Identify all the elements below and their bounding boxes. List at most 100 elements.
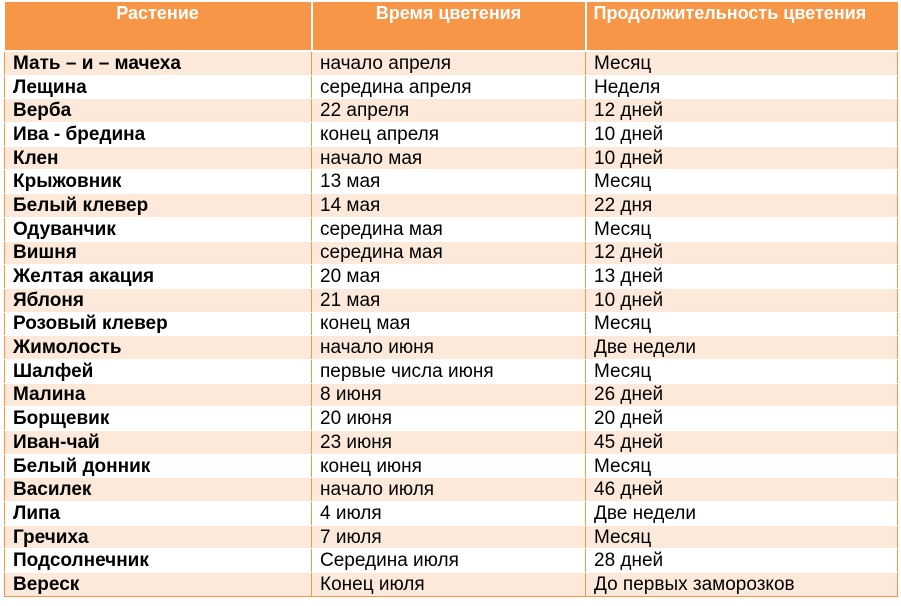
table-header: Растение Время цветения Продолжительност… <box>4 2 898 52</box>
cell-bloom-duration: Месяц <box>585 51 898 76</box>
table-row: Крыжовник 13 мая Месяц <box>4 169 898 195</box>
table-row: Малина 8 июня 26 дней <box>4 383 898 408</box>
cell-plant: Иван-чай <box>4 430 312 455</box>
cell-bloom-duration: Месяц <box>585 525 898 550</box>
table-row: Одуванчик середина мая Месяц <box>4 217 898 242</box>
table-row: Василек начало июля 46 дней <box>4 477 898 503</box>
cell-plant: Розовый клевер <box>4 312 312 337</box>
header-plant: Растение <box>4 2 313 52</box>
cell-plant: Белый донник <box>4 454 312 479</box>
table-row: Клен начало мая 10 дней <box>4 146 898 171</box>
cell-bloom-duration: Две недели <box>585 501 898 526</box>
cell-bloom-time: 21 мая <box>311 288 586 313</box>
cell-plant: Белый клевер <box>4 193 312 218</box>
cell-bloom-duration: 12 дней <box>585 98 898 124</box>
cell-bloom-time: 20 июня <box>311 406 586 431</box>
cell-plant: Шалфей <box>4 359 312 384</box>
cell-bloom-time: Конец июля <box>311 572 586 597</box>
table-row: Белый донник конец июня Месяц <box>4 454 898 479</box>
cell-bloom-duration: 12 дней <box>585 241 898 266</box>
cell-bloom-time: 7 июля <box>311 525 586 550</box>
cell-plant: Крыжовник <box>4 169 312 195</box>
cell-plant: Мать – и – мачеха <box>4 51 312 76</box>
table-row: Желтая акация 20 мая 13 дней <box>4 264 898 289</box>
cell-bloom-duration: Месяц <box>585 454 898 479</box>
header-row: Растение Время цветения Продолжительност… <box>4 2 898 52</box>
cell-bloom-duration: Месяц <box>585 312 898 337</box>
cell-bloom-duration: 28 дней <box>585 548 898 574</box>
cell-bloom-duration: Месяц <box>585 217 898 242</box>
table-row: Шалфей первые числа июня Месяц <box>4 359 898 384</box>
cell-bloom-time: начало июня <box>311 335 586 360</box>
cell-plant: Клен <box>4 146 312 171</box>
cell-bloom-duration: 46 дней <box>585 477 898 503</box>
cell-plant: Гречиха <box>4 525 312 550</box>
cell-bloom-duration: 20 дней <box>585 406 898 431</box>
cell-bloom-time: 13 мая <box>311 169 586 195</box>
cell-bloom-time: 20 мая <box>311 264 586 289</box>
flowering-table-container: Растение Время цветения Продолжительност… <box>4 2 898 597</box>
table-row: Вереск Конец июля До первых заморозков <box>4 572 898 597</box>
table-row: Розовый клевер конец мая Месяц <box>4 312 898 337</box>
cell-bloom-duration: 13 дней <box>585 264 898 289</box>
cell-bloom-duration: 10 дней <box>585 122 898 147</box>
cell-bloom-duration: 10 дней <box>585 146 898 171</box>
cell-bloom-time: 14 мая <box>311 193 586 218</box>
cell-plant: Желтая акация <box>4 264 312 289</box>
table-row: Лещина середина апреля Неделя <box>4 75 898 100</box>
cell-bloom-time: 23 июня <box>311 430 586 455</box>
cell-bloom-time: первые числа июня <box>311 359 586 384</box>
cell-bloom-duration: До первых заморозков <box>585 572 898 597</box>
table-row: Ива - бредина конец апреля 10 дней <box>4 122 898 147</box>
cell-bloom-duration: 22 дня <box>585 193 898 218</box>
cell-bloom-time: 8 июня <box>311 383 586 408</box>
cell-bloom-time: конец апреля <box>311 122 586 147</box>
cell-plant: Вереск <box>4 572 312 597</box>
cell-bloom-duration: Месяц <box>585 359 898 384</box>
cell-plant: Липа <box>4 501 312 526</box>
cell-bloom-duration: 10 дней <box>585 288 898 313</box>
cell-bloom-time: 4 июля <box>311 501 586 526</box>
table-row: Борщевик 20 июня 20 дней <box>4 406 898 431</box>
cell-bloom-time: конец июня <box>311 454 586 479</box>
flowering-table: Растение Время цветения Продолжительност… <box>4 2 898 597</box>
cell-plant: Лещина <box>4 75 312 100</box>
cell-plant: Борщевик <box>4 406 312 431</box>
cell-plant: Яблоня <box>4 288 312 313</box>
header-bloom-duration: Продолжительность цветения <box>585 2 898 52</box>
table-row: Вишня середина мая 12 дней <box>4 241 898 266</box>
table-row: Гречиха 7 июля Месяц <box>4 525 898 550</box>
cell-plant: Одуванчик <box>4 217 312 242</box>
table-row: Иван-чай 23 июня 45 дней <box>4 430 898 455</box>
cell-plant: Малина <box>4 383 312 408</box>
cell-bloom-time: Середина июля <box>311 548 586 574</box>
cell-bloom-duration: Две недели <box>585 335 898 360</box>
cell-plant: Подсолнечник <box>4 548 312 574</box>
cell-bloom-time: середина апреля <box>311 75 586 100</box>
cell-bloom-time: начало мая <box>311 146 586 171</box>
table-row: Белый клевер 14 мая 22 дня <box>4 193 898 218</box>
cell-bloom-duration: 45 дней <box>585 430 898 455</box>
cell-bloom-time: начало апреля <box>311 51 586 76</box>
cell-bloom-time: середина мая <box>311 241 586 266</box>
cell-bloom-duration: Месяц <box>585 169 898 195</box>
cell-bloom-time: середина мая <box>311 217 586 242</box>
table-body: Мать – и – мачеха начало апреля Месяц Лещин… <box>4 51 898 597</box>
cell-bloom-time: начало июля <box>311 477 586 503</box>
cell-bloom-time: 22 апреля <box>311 98 586 124</box>
cell-plant: Вишня <box>4 241 312 266</box>
table-row: Мать – и – мачеха начало апреля Месяц <box>4 51 898 76</box>
cell-plant: Жимолость <box>4 335 312 360</box>
cell-plant: Верба <box>4 98 312 124</box>
table-row: Липа 4 июля Две недели <box>4 501 898 526</box>
cell-plant: Ива - бредина <box>4 122 312 147</box>
cell-bloom-time: конец мая <box>311 312 586 337</box>
cell-plant: Василек <box>4 477 312 503</box>
table-row: Жимолость начало июня Две недели <box>4 335 898 360</box>
cell-bloom-duration: 26 дней <box>585 383 898 408</box>
header-bloom-time: Время цветения <box>311 2 587 52</box>
table-row: Подсолнечник Середина июля 28 дней <box>4 548 898 574</box>
table-row: Верба 22 апреля 12 дней <box>4 98 898 124</box>
cell-bloom-duration: Неделя <box>585 75 898 100</box>
table-row: Яблоня 21 мая 10 дней <box>4 288 898 313</box>
